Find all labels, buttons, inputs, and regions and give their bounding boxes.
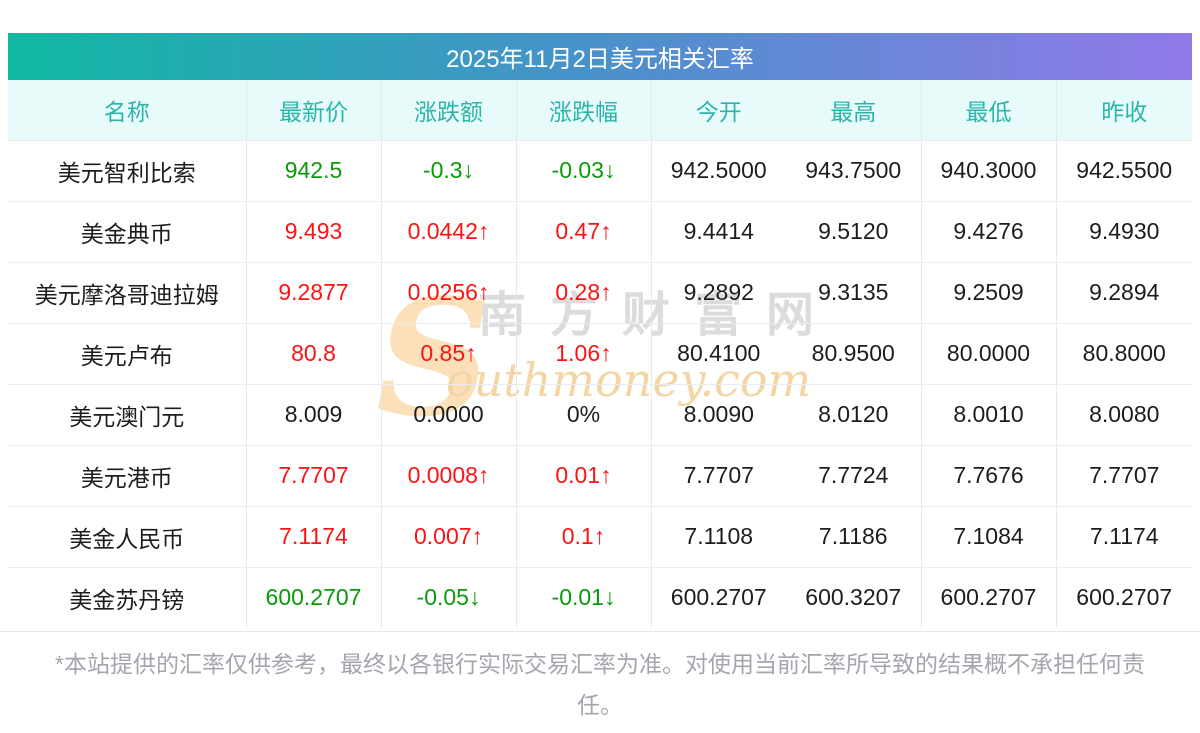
column-header-name: 名称 [8,80,246,141]
cell-change: 0.0256↑ [380,262,516,324]
cell-change: -0.05↓ [380,567,516,628]
rate-row: 美元卢布 80.8 0.85↑ 1.06↑ 80.4100 80.9500 80.0000 8… [8,323,1192,385]
cell-open: 942.5000 [650,140,786,202]
cell-pct: 0.1↑ [515,506,651,568]
cell-open: 600.2707 [650,567,786,628]
disclaimer-area: *本站提供的汇率仅供参考，最终以各银行实际交易汇率为准。对使用当前汇率所导致的结… [0,644,1200,726]
cell-prev: 7.7707 [1055,445,1192,507]
cell-open: 9.4414 [650,201,786,263]
table-bottom-rule [0,631,1200,632]
cell-latest: 600.2707 [245,567,381,628]
rate-table-wrap: S 南方财富网 outhmoney.com 名称 最新价 涨跌额 涨跌幅 今开 最高 最低昨… [8,80,1192,628]
cell-high: 7.7724 [786,445,921,507]
cell-prev: 7.1174 [1055,506,1192,568]
rate-row: 美元摩洛哥迪拉姆 9.2877 0.0256↑ 0.28↑ 9.2892 9.3135 9.… [8,262,1192,324]
cell-latest: 9.2877 [245,262,381,324]
cell-low: 940.3000 [920,140,1056,202]
cell-name: 美金典币 [8,201,246,263]
cell-name: 美金人民币 [8,506,246,568]
cell-high: 80.9500 [786,323,921,385]
cell-high: 8.0120 [786,384,921,446]
cell-change: 0.007↑ [380,506,516,568]
cell-prev: 9.2894 [1055,262,1192,324]
rate-row: 美金苏丹镑 600.2707 -0.05↓ -0.01↓ 600.2707 600.320… [8,567,1192,628]
cell-latest: 942.5 [245,140,381,202]
cell-high: 7.1186 [786,506,921,568]
cell-pct: -0.03↓ [515,140,651,202]
cell-latest: 8.009 [245,384,381,446]
cell-high: 9.3135 [786,262,921,324]
column-header-latest: 最新价 [245,80,381,141]
column-header-low: 最低 [920,80,1056,141]
cell-latest: 7.1174 [245,506,381,568]
cell-open: 7.1108 [650,506,786,568]
column-header-pct: 涨跌幅 [515,80,651,141]
table-header-row: 名称 最新价 涨跌额 涨跌幅 今开 最高 最低 昨收 [8,80,1192,141]
cell-pct: -0.01↓ [515,567,651,628]
cell-low: 9.2509 [920,262,1056,324]
cell-change: 0.85↑ [380,323,516,385]
cell-latest: 9.493 [245,201,381,263]
cell-pct: 1.06↑ [515,323,651,385]
cell-high: 600.3207 [805,584,902,611]
cell-pct: 0.28↑ [515,262,651,324]
cell-prev: 942.5500 [1055,140,1192,202]
cell-latest: 7.7707 [245,445,381,507]
cell-high: 9.5120 [786,201,921,263]
cell-open: 7.7707 [650,445,786,507]
cell-prev: 9.4930 [1055,201,1192,263]
rate-row: 美元澳门元 8.009 0.0000 0% 8.0090 8.0120 8.0010 8.00… [8,384,1192,446]
cell-pct: 0.01↑ [515,445,651,507]
table-title: 2025年11月2日美元相关汇率 [446,46,754,73]
cell-open: 80.4100 [650,323,786,385]
cell-low: 9.4276 [920,201,1056,263]
cell-change: -0.3↓ [380,140,516,202]
cell-open: 8.0090 [650,384,786,446]
cell-name: 美元港币 [8,445,246,507]
rate-row: 美金典币 9.493 0.0442↑ 0.47↑ 9.4414 9.5120 9.4276 9… [8,201,1192,263]
cell-name: 美元智利比索 [8,140,246,202]
rate-table-card: 2025年11月2日美元相关汇率 S 南方财富网 outhmoney.com 名… [8,33,1192,628]
cell-low: 80.0000 [920,323,1056,385]
column-header-open: 今开 [650,80,786,141]
cell-low: 600.2707 [920,567,1056,628]
cell-name: 美元摩洛哥迪拉姆 [8,262,246,324]
column-header-high: 最高 [786,80,921,141]
cell-prev: 600.2707 [1055,567,1192,628]
cell-latest: 80.8 [245,323,381,385]
cell-low: 7.7676 [920,445,1056,507]
cell-pct: 0% [515,384,651,446]
cell-change: 0.0000 [380,384,516,446]
cell-high: 943.7500 [786,140,921,202]
cell-name: 美元澳门元 [8,384,246,446]
disclaimer-text: *本站提供的汇率仅供参考，最终以各银行实际交易汇率为准。对使用当前汇率所导致的结… [55,651,1145,718]
cell-name: 美元卢布 [8,323,246,385]
rate-row: 美元港币 7.7707 0.0008↑ 0.01↑ 7.7707 7.7724 7.7676… [8,445,1192,507]
cell-low: 8.0010 [920,384,1056,446]
rate-row: 美金人民币 7.1174 0.007↑ 0.1↑ 7.1108 7.1186 7.1084 7… [8,506,1192,568]
column-header-change: 涨跌额 [380,80,516,141]
cell-change: 0.0442↑ [380,201,516,263]
cell-prev: 8.0080 [1055,384,1192,446]
rate-row: 美元智利比索 942.5 -0.3↓ -0.03↓ 942.5000 943.7500 94… [8,140,1192,202]
cell-change: 0.0008↑ [380,445,516,507]
cell-name: 美金苏丹镑 [69,586,185,613]
cell-prev: 80.8000 [1055,323,1192,385]
exchange-rate-table: 名称 最新价 涨跌额 涨跌幅 今开 最高 最低 昨收 美元智利比索 942.5 -0.3↓ -0.0… [8,80,1192,628]
cell-open: 9.2892 [650,262,786,324]
cell-pct: 0.47↑ [515,201,651,263]
column-header-prev: 昨收 [1055,80,1192,141]
table-title-bar: 2025年11月2日美元相关汇率 [8,33,1192,80]
cell-low: 7.1084 [920,506,1056,568]
